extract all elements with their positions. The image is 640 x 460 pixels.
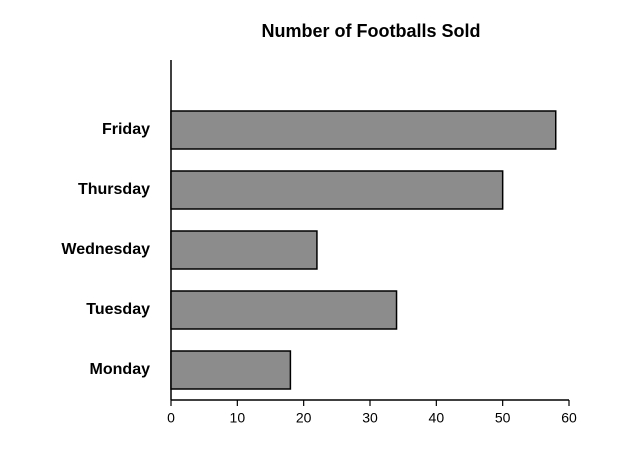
y-tick-label: Wednesday (61, 241, 150, 258)
x-tick-label: 0 (167, 410, 175, 426)
x-tick-label: 30 (362, 410, 378, 426)
y-tick-label: Monday (90, 361, 151, 378)
x-tick-label: 20 (296, 410, 312, 426)
x-tick-label: 40 (429, 410, 445, 426)
chart-title: Number of Footballs Sold (262, 21, 481, 41)
bar (170, 110, 557, 150)
y-tick-label: Tuesday (86, 301, 150, 318)
bar (170, 290, 398, 330)
bar (170, 230, 318, 270)
x-tick-label: 10 (230, 410, 246, 426)
y-tick-label: Friday (102, 121, 150, 138)
bar (170, 170, 504, 210)
x-tick-label: 50 (495, 410, 511, 426)
bar (170, 350, 292, 390)
x-tick-label: 60 (561, 410, 577, 426)
y-tick-label: Thursday (78, 181, 150, 198)
